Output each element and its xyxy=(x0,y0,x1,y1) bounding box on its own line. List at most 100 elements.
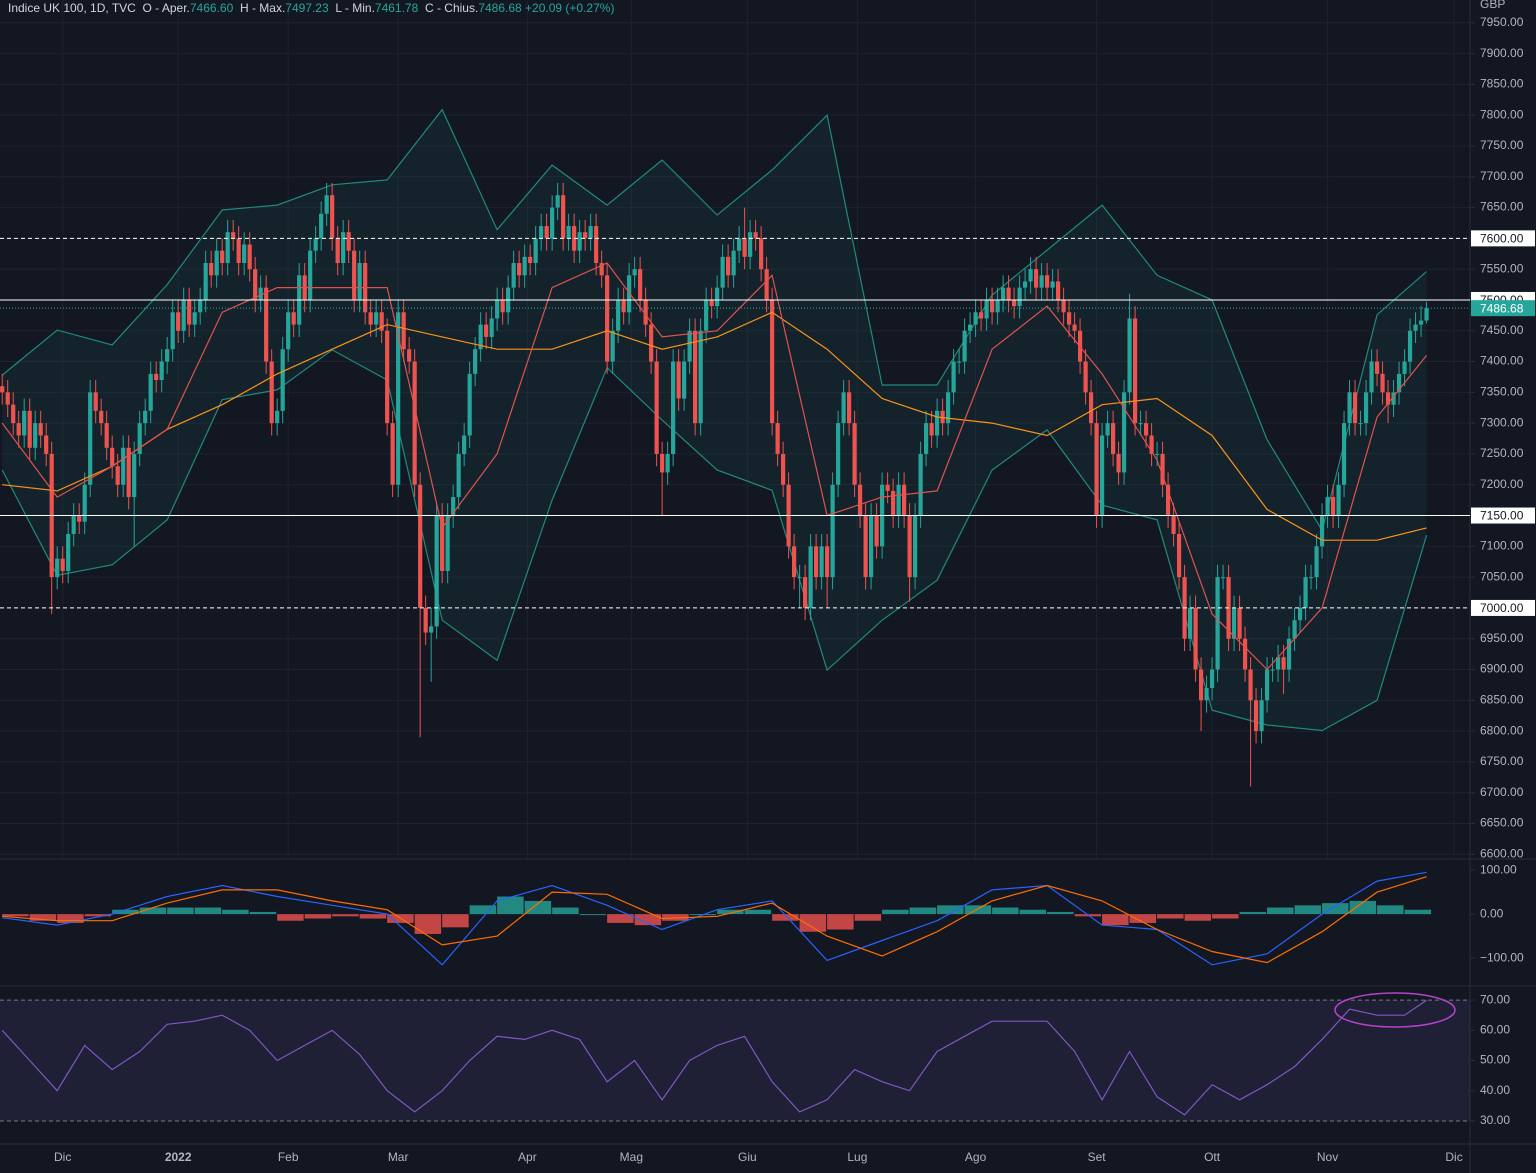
candle-body xyxy=(539,226,544,239)
candle-body xyxy=(1127,318,1132,393)
candle-body xyxy=(1033,269,1039,288)
candle-body xyxy=(286,312,291,350)
histogram-bar xyxy=(854,914,882,921)
candle-body xyxy=(198,299,203,313)
y-tick-label: 70.00 xyxy=(1480,992,1510,1006)
candle-body xyxy=(687,330,692,362)
histogram-bar xyxy=(799,914,827,932)
level-label: 7000.00 xyxy=(1480,601,1524,615)
candle-body xyxy=(951,361,956,393)
candle-body xyxy=(319,213,324,239)
candle-body xyxy=(1215,577,1220,670)
candle-body xyxy=(847,392,852,424)
candle-body xyxy=(1099,435,1105,516)
y-tick-label: 7900.00 xyxy=(1480,46,1524,60)
legend-header: Indice UK 100, 1D, TVC O - Aper.7466.60 … xyxy=(8,1,614,15)
candle-body xyxy=(1242,638,1248,670)
candle-body xyxy=(1330,497,1336,516)
candle-body xyxy=(748,232,753,257)
candle-body xyxy=(1116,453,1121,473)
candle-body xyxy=(1352,392,1358,424)
candle-body xyxy=(561,195,566,239)
candle-body xyxy=(616,299,621,331)
y-tick-label: 50.00 xyxy=(1480,1053,1510,1067)
histogram-bar xyxy=(717,909,744,915)
x-tick-label: Apr xyxy=(518,1150,537,1164)
candle-body xyxy=(852,423,857,485)
candle-body xyxy=(154,373,159,381)
candle-body xyxy=(715,287,720,307)
histogram-bar xyxy=(1157,914,1184,919)
candle-body xyxy=(1050,281,1055,288)
candle-body xyxy=(1132,318,1138,424)
candle-body xyxy=(1308,577,1314,579)
candle-body xyxy=(863,515,868,578)
candle-body xyxy=(1171,515,1176,535)
candle-body xyxy=(896,484,901,516)
histogram-bar xyxy=(1404,909,1432,915)
candle-body xyxy=(1165,484,1171,516)
candle-body xyxy=(1022,281,1028,288)
candle-body xyxy=(957,361,962,363)
candle-body xyxy=(1391,392,1396,405)
candle-body xyxy=(1154,453,1160,455)
change-value: +20.09 (+0.27%) xyxy=(525,1,615,15)
candle-body xyxy=(1424,308,1429,321)
candle-body xyxy=(1275,657,1281,670)
candle-body xyxy=(407,349,412,362)
candle-body xyxy=(638,269,643,300)
level-label-box xyxy=(1471,230,1535,247)
histogram-bar xyxy=(772,914,799,921)
candle-body xyxy=(1297,607,1303,621)
candle-body xyxy=(841,392,846,424)
histogram-bar xyxy=(277,914,304,921)
y-tick-label: 7350.00 xyxy=(1480,385,1524,399)
candle-body xyxy=(291,312,296,325)
histogram-bar xyxy=(359,914,387,919)
histogram-bar xyxy=(1377,905,1404,915)
x-tick-label: Ago xyxy=(965,1150,987,1164)
indicator-line xyxy=(1,999,1427,1116)
x-tick-label: 2022 xyxy=(165,1150,192,1164)
bollinger-upper xyxy=(1,108,1427,532)
candle-body xyxy=(874,515,879,547)
candle-body xyxy=(1220,577,1226,579)
candle-body xyxy=(1011,299,1017,307)
candle-body xyxy=(1407,330,1413,362)
candle-body xyxy=(627,275,632,313)
histogram-bar xyxy=(1322,903,1349,915)
candle-body xyxy=(1105,423,1110,436)
last-price-label: 7486.68 xyxy=(1480,301,1524,315)
candle-body xyxy=(1385,392,1391,405)
histogram-bar xyxy=(497,896,524,915)
close-value: 7486.68 xyxy=(478,1,522,15)
candle-body xyxy=(577,232,582,251)
x-tick-label: Lug xyxy=(847,1150,867,1164)
candle-body xyxy=(643,299,648,325)
candle-body xyxy=(1358,423,1363,425)
candle-body xyxy=(467,373,472,436)
indicator-line xyxy=(2,311,1427,541)
candle-body xyxy=(902,484,907,516)
candle-body xyxy=(731,250,736,276)
candle-body xyxy=(181,299,186,331)
candle-body xyxy=(1237,607,1242,639)
candle-body xyxy=(770,299,775,424)
candle-body xyxy=(1204,688,1209,701)
histogram-bar xyxy=(1129,914,1157,923)
candle-body xyxy=(891,490,896,516)
candle-body xyxy=(418,484,423,608)
candle-body xyxy=(1270,669,1275,671)
candle-body xyxy=(429,626,434,633)
histogram-bar xyxy=(332,914,359,917)
histogram-bar xyxy=(552,907,579,915)
high-label: H - Max. xyxy=(239,1,286,15)
candle-body xyxy=(935,410,940,436)
candle-body xyxy=(517,263,522,276)
candle-body xyxy=(962,330,967,362)
candle-body xyxy=(968,324,973,331)
histogram-bar xyxy=(964,905,992,915)
candle-body xyxy=(104,423,109,448)
x-tick-label: Dic xyxy=(54,1150,71,1164)
histogram-bar xyxy=(112,909,139,915)
